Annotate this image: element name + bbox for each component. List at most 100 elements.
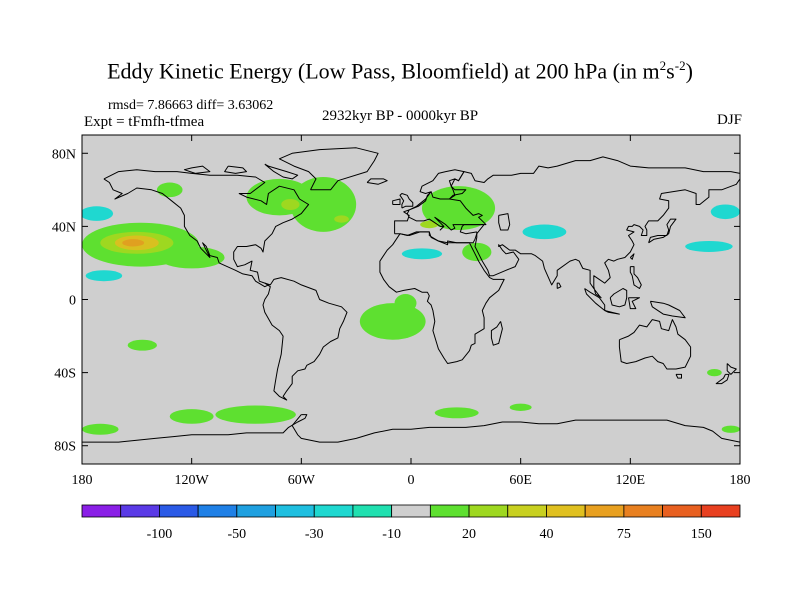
colorbar-label: -50 [227, 527, 246, 542]
field-patch-green [215, 405, 296, 424]
colorbar-swatch [546, 504, 586, 518]
coastline [183, 165, 211, 174]
field-patch-green [462, 242, 492, 262]
field-patch-yellow-green [420, 220, 439, 229]
coastline [379, 231, 505, 364]
colorbar-swatch [468, 504, 509, 518]
colorbar-swatch [352, 504, 393, 518]
title-prefix: Eddy Kinetic Energy (Low Pass, Bloomfiel… [107, 58, 660, 84]
coastline [584, 288, 606, 311]
colorbar-label: 40 [539, 527, 553, 542]
field-patch-green [127, 339, 157, 351]
colorbar-swatch [236, 504, 276, 518]
lon-tick-label: 180 [730, 473, 751, 488]
colorbar-swatch [391, 504, 431, 518]
colorbar-swatch [662, 504, 702, 518]
colorbar: -100 -50 -30 -10 20 40 75 150 [81, 504, 741, 542]
field-patch-green [421, 186, 496, 231]
coastline-layer [82, 147, 740, 443]
field-patch-cyan [685, 241, 733, 252]
colorbar-swatch [197, 504, 238, 518]
coastline [628, 297, 640, 310]
period-label: 2932kyr BP - 0000kyr BP [321, 108, 479, 124]
title-superscript-2: -2 [674, 58, 686, 73]
coastline [399, 193, 414, 209]
colorbar-swatch [120, 504, 160, 518]
season-label: DJF [716, 112, 742, 128]
field-patch-green [359, 303, 426, 340]
lon-tick-label: 120W [175, 473, 210, 488]
colorbar-swatch [81, 504, 122, 518]
field-patch-cyan [710, 204, 740, 220]
experiment-label: Expt = tFmfh-tfmea [84, 114, 205, 130]
coastline [490, 321, 503, 346]
coastline [618, 319, 692, 370]
field-patch-green [721, 425, 740, 433]
coastline [278, 147, 379, 191]
title-mid: s [666, 58, 675, 84]
coastline [609, 288, 628, 308]
colorbar-swatch [275, 504, 315, 518]
field-patch-green [156, 182, 183, 198]
colorbar-label: -10 [382, 527, 401, 542]
field-patch-cyan [401, 248, 443, 260]
coastline [291, 414, 740, 443]
field-patch-yellow-green [281, 198, 300, 210]
lat-tick-label: 80S [54, 440, 76, 455]
chart-title: Eddy Kinetic Energy (Low Pass, Bloomfiel… [0, 58, 800, 84]
field-patch-green [82, 423, 119, 435]
coastline [498, 213, 511, 231]
coastline [103, 169, 310, 288]
field-patch-cyan [82, 206, 114, 221]
coastline [629, 253, 635, 260]
colorbar-label: 75 [617, 527, 631, 542]
coastline [649, 300, 686, 319]
lat-tick-label: 40S [54, 367, 76, 382]
field-patch-green [169, 409, 214, 424]
coastline [394, 169, 485, 246]
lon-tick-label: 120E [616, 473, 646, 488]
lat-tick-label: 40N [52, 220, 76, 235]
colorbar-label: 150 [691, 527, 712, 542]
colorbar-swatch [159, 504, 199, 518]
coastline [392, 198, 401, 205]
field-patch-green [290, 177, 357, 232]
field-patch-orange [122, 239, 145, 247]
coastline [366, 178, 388, 185]
coastline [224, 165, 247, 174]
coastline [448, 156, 740, 299]
coastline [675, 373, 682, 379]
colorbar-swatch [584, 504, 625, 518]
colorbar-label: -30 [305, 527, 324, 542]
colorbar-swatch [700, 504, 741, 518]
coastline [556, 282, 562, 289]
coastline [262, 277, 348, 401]
colorbar-label: 20 [462, 527, 476, 542]
coastline [82, 414, 308, 443]
field-patch-cyan [85, 270, 123, 282]
lat-tick-label: 80N [52, 147, 76, 162]
lon-tick-label: 0 [408, 473, 415, 488]
field-patch-green [394, 294, 417, 313]
colorbar-swatch [623, 504, 663, 518]
coastline [715, 373, 730, 385]
coastline [648, 218, 677, 244]
lat-tick-label: 0 [69, 294, 76, 309]
coastline [726, 363, 737, 375]
field-patch-cyan [522, 224, 567, 240]
field-patch-green [509, 403, 532, 411]
stats-label: rmsd= 7.86663 diff= 3.63062 [108, 98, 274, 113]
field-patch-green [434, 407, 479, 419]
title-suffix: ) [685, 58, 693, 84]
lon-tick-label: 60W [288, 473, 316, 488]
colorbar-swatch [429, 504, 470, 518]
lon-tick-label: 180 [72, 473, 93, 488]
coastline [604, 310, 620, 315]
coastline [264, 163, 299, 180]
colorbar-swatch [313, 504, 354, 518]
lon-tick-label: 60E [509, 473, 532, 488]
field-patch-green [707, 368, 722, 377]
title-superscript-1: 2 [659, 58, 667, 73]
field-patch-yellow-green [334, 215, 349, 223]
